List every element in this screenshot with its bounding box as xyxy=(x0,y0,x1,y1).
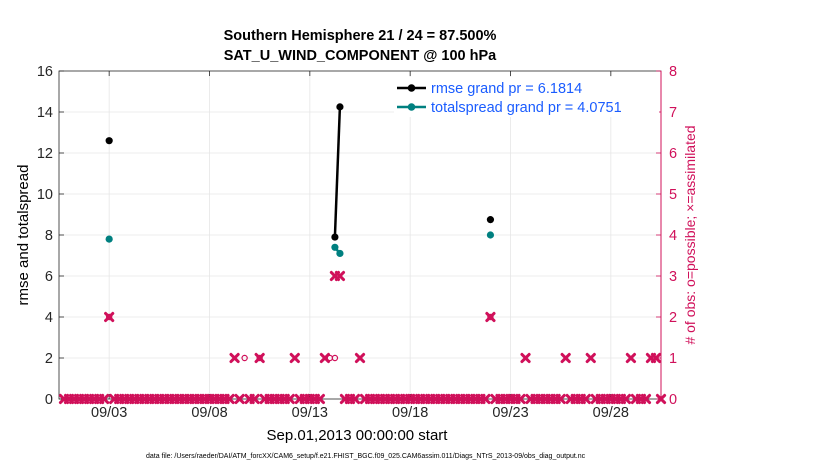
obs-assimilated-marker xyxy=(289,352,300,364)
y2-tick-label: 0 xyxy=(669,392,677,408)
y-tick-label: 8 xyxy=(45,228,53,244)
y-tick-label: 0 xyxy=(45,392,53,408)
x-tick-label: 09/03 xyxy=(91,405,127,421)
y-tick-label: 4 xyxy=(45,310,53,326)
chart-title: Southern Hemisphere 21 / 24 = 87.500% xyxy=(224,28,497,44)
y2-tick-label: 8 xyxy=(669,64,677,80)
y2-tick-label: 4 xyxy=(669,228,677,244)
y-tick-label: 6 xyxy=(45,269,53,285)
totalspread-point xyxy=(331,243,339,251)
totalspread-point xyxy=(336,249,344,258)
obs-assimilated-marker xyxy=(620,393,631,405)
y-tick-label: 16 xyxy=(37,64,53,80)
obs-assimilated-marker xyxy=(229,352,240,364)
y-tick-label: 10 xyxy=(37,187,53,203)
obs-assimilated-marker xyxy=(354,352,366,364)
y-tick-label: 14 xyxy=(37,105,53,121)
y2-tick-label: 7 xyxy=(669,105,677,121)
obs-assimilated-marker xyxy=(580,393,591,405)
obs-assimilated-marker xyxy=(585,352,596,364)
rmse-point xyxy=(486,216,495,224)
obs-assimilated-marker xyxy=(480,393,491,405)
rmse-point xyxy=(331,233,339,241)
grid-layer xyxy=(59,71,661,399)
obs-assimilated-marker xyxy=(515,393,526,405)
rmse-point xyxy=(336,103,344,111)
y-ticks: 0 2 4 6 8 10 12 14 16 xyxy=(37,64,64,408)
obs-layer xyxy=(58,270,667,405)
x-tick-label: 09/18 xyxy=(392,405,428,421)
x-tick-label: 09/23 xyxy=(492,405,528,421)
obs-assimilated-marker xyxy=(334,270,346,282)
obs-assimilated-marker xyxy=(625,352,636,364)
y-tick-label: 12 xyxy=(37,146,53,162)
obs-assimilated-marker xyxy=(485,311,496,323)
x-ticks: 09/03 09/08 09/13 09/18 09/23 09/28 xyxy=(91,71,629,421)
x-tick-label: 09/13 xyxy=(292,405,328,421)
obs-possible-marker xyxy=(256,354,263,362)
x-tick-label: 09/08 xyxy=(191,405,227,421)
y2-tick-label: 1 xyxy=(669,351,677,367)
obs-assimilated-marker xyxy=(224,393,235,405)
obs-assimilated-marker xyxy=(555,393,566,405)
y2-tick-label: 6 xyxy=(669,146,677,162)
y2-axis-label: # of obs: o=possible; ×=assimilated xyxy=(682,125,698,344)
y-axis-label: rmse and totalspread xyxy=(15,165,32,306)
chart-subtitle: SAT_U_WIND_COMPONENT @ 100 hPa xyxy=(224,48,497,64)
obs-assimilated-marker xyxy=(234,393,245,405)
obs-assimilated-marker xyxy=(99,393,110,405)
data-file-footnote: data file: /Users/raeder/DAI/ATM_forcXX/… xyxy=(146,453,586,460)
obs-assimilated-marker xyxy=(284,393,295,405)
legend-marker-totalspread xyxy=(407,103,416,111)
y-tick-label: 2 xyxy=(45,351,53,367)
x-axis-label: Sep.01,2013 00:00:00 start xyxy=(267,427,449,444)
obs-assimilated-marker xyxy=(640,393,652,405)
y2-tick-label: 5 xyxy=(669,187,677,203)
obs-possible-marker xyxy=(241,354,248,362)
x-tick-label: 09/28 xyxy=(593,405,629,421)
obs-assimilated-marker xyxy=(349,393,361,405)
rmse-point xyxy=(105,137,113,145)
rmse-line-segment xyxy=(333,106,342,238)
y2-ticks: 0 1 2 3 4 5 6 7 8 xyxy=(656,64,677,408)
obs-assimilated-marker xyxy=(650,352,662,364)
obs-assimilated-marker xyxy=(254,352,265,364)
y2-tick-label: 3 xyxy=(669,269,677,285)
obs-possible-marker xyxy=(331,354,339,362)
y2-tick-label: 2 xyxy=(669,310,677,326)
obs-assimilated-marker xyxy=(560,352,571,364)
series-layer xyxy=(105,103,495,258)
legend-label-totalspread: totalspread grand pr = 4.0751 xyxy=(431,100,622,116)
obs-assimilated-marker xyxy=(249,393,260,405)
obs-possible-marker xyxy=(105,313,113,321)
legend-marker-rmse xyxy=(407,84,416,92)
obs-assimilated-marker xyxy=(655,393,667,405)
totalspread-point xyxy=(486,231,495,239)
legend: rmse grand pr = 6.1814 totalspread grand… xyxy=(394,77,659,117)
obs-assimilated-marker xyxy=(520,352,531,364)
totalspread-point xyxy=(105,235,113,243)
obs-assimilated-marker xyxy=(104,311,115,323)
obs-possible-marker xyxy=(487,313,494,321)
obs-assimilated-marker xyxy=(314,393,325,405)
legend-label-rmse: rmse grand pr = 6.1814 xyxy=(431,81,582,97)
obs-assimilated-marker xyxy=(319,352,330,364)
